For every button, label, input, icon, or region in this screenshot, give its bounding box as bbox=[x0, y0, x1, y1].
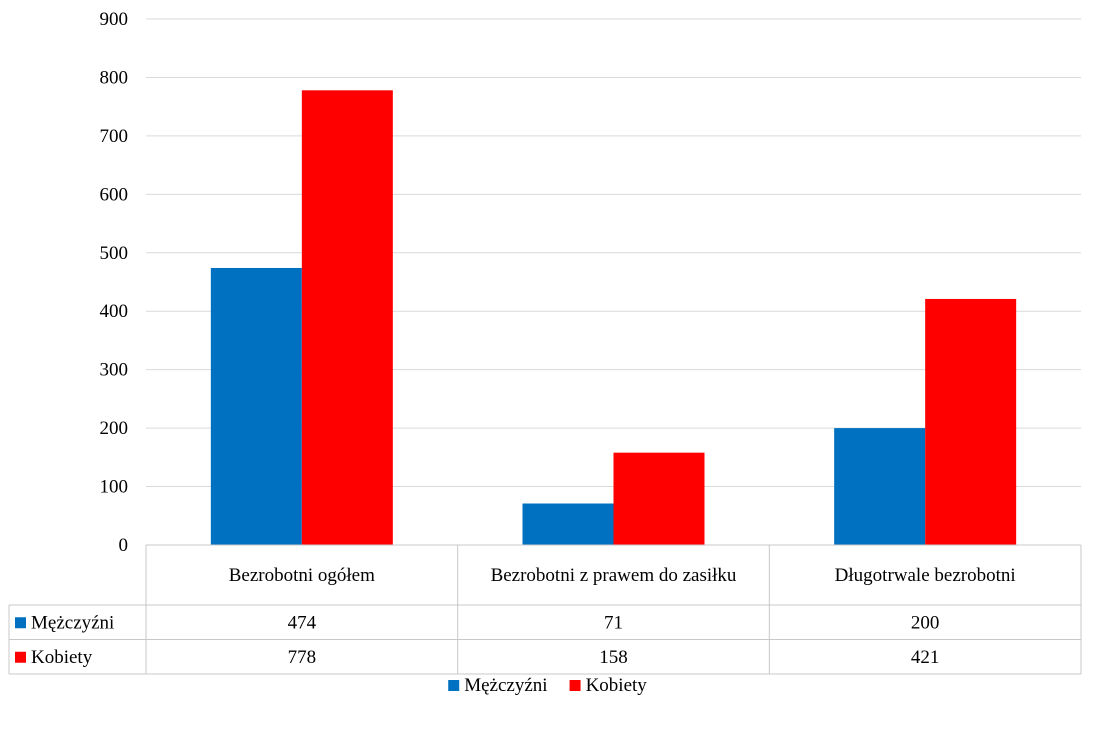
table-cell-value: 778 bbox=[288, 647, 317, 668]
legend-swatch bbox=[448, 680, 460, 691]
y-tick-label: 400 bbox=[100, 301, 129, 322]
y-tick-label: 300 bbox=[100, 360, 129, 381]
y-tick-label: 600 bbox=[100, 184, 129, 205]
bar-kobiety-bezrobotni-z-prawem-do-zasilku bbox=[613, 452, 705, 545]
y-tick-label: 200 bbox=[100, 418, 129, 439]
y-tick-label: 900 bbox=[100, 9, 129, 30]
table-legend-key-kobiety bbox=[15, 651, 26, 663]
legend-swatch bbox=[569, 680, 581, 691]
legend-label: Kobiety bbox=[586, 675, 648, 696]
data-table: Bezrobotni ogółem Bezrobotni z prawem do … bbox=[8, 544, 1082, 675]
table-cell-value: 474 bbox=[288, 612, 317, 633]
category-label: Bezrobotni ogółem bbox=[229, 565, 375, 586]
legend-item-mezczyzni: Mężczyźni bbox=[448, 675, 548, 696]
table-cell-value: 421 bbox=[911, 647, 940, 668]
bar-mezczyzni-bezrobotni-ogolem bbox=[210, 267, 302, 545]
table-series-label: Kobiety bbox=[31, 647, 93, 668]
table-cell-value: 71 bbox=[604, 612, 623, 633]
table-cell-value: 158 bbox=[599, 647, 628, 668]
legend: Mężczyźni Kobiety bbox=[448, 675, 647, 696]
category-label: Bezrobotni z prawem do zasiłku bbox=[491, 565, 737, 586]
table-cell-value: 200 bbox=[911, 612, 940, 633]
category-label: Długotrwale bezrobotni bbox=[835, 565, 1016, 586]
y-tick-label: 500 bbox=[100, 243, 129, 264]
y-tick-label: 0 bbox=[119, 535, 129, 556]
y-tick-label: 700 bbox=[100, 126, 129, 147]
bar-mezczyzni-dlugotrwale-bezrobotni bbox=[834, 428, 926, 545]
table-legend-key-mezczyzni bbox=[15, 617, 26, 629]
bars bbox=[210, 90, 1017, 546]
bar-kobiety-dlugotrwale-bezrobotni bbox=[925, 298, 1017, 545]
bar-kobiety-bezrobotni-ogolem bbox=[301, 90, 393, 546]
table-series-label: Mężczyźni bbox=[31, 612, 114, 633]
y-tick-label: 800 bbox=[100, 67, 129, 88]
legend-item-kobiety: Kobiety bbox=[569, 675, 648, 696]
y-axis-tick-labels: 0 100 200 300 400 500 600 700 800 900 bbox=[100, 9, 129, 556]
y-tick-label: 100 bbox=[100, 477, 129, 498]
legend-label: Mężczyźni bbox=[464, 675, 547, 696]
bar-mezczyzni-bezrobotni-z-prawem-do-zasilku bbox=[522, 503, 614, 545]
